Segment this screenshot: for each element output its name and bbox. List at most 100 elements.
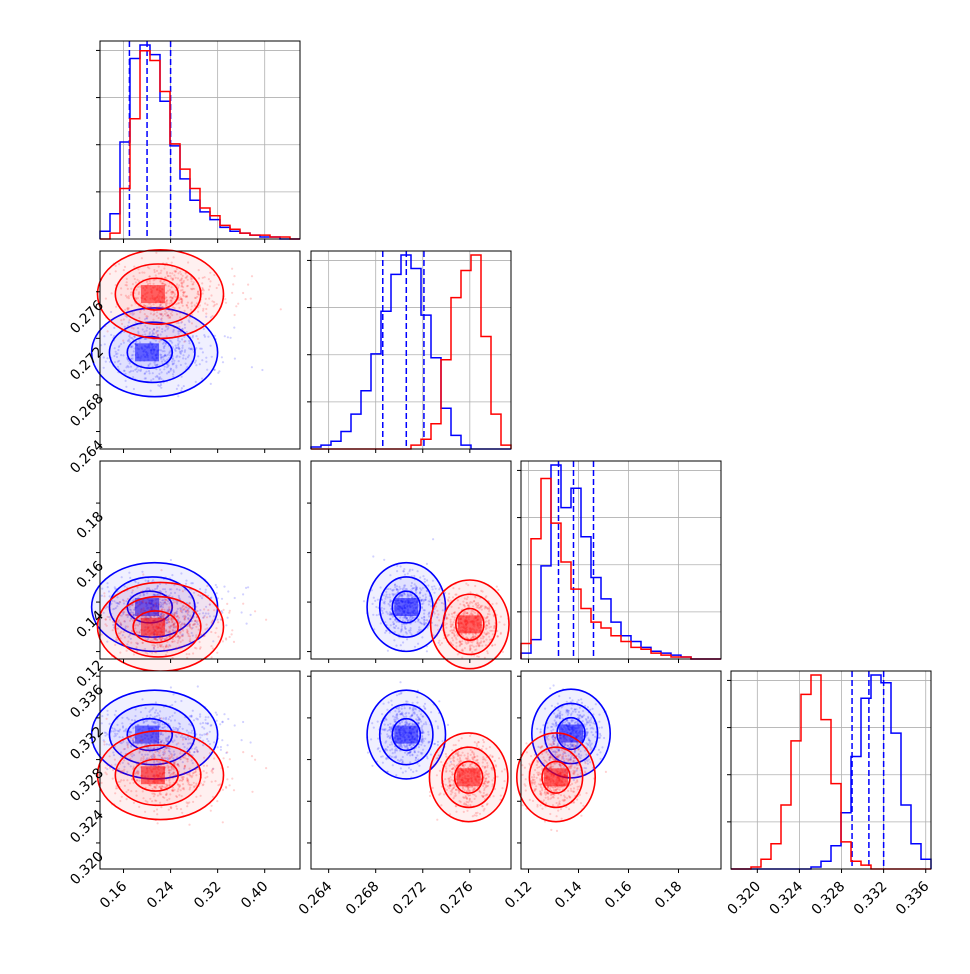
scatter-point	[197, 685, 199, 687]
scatter-point	[226, 778, 228, 780]
scatter-point	[220, 749, 222, 751]
scatter-point	[158, 341, 160, 343]
scatter-point	[234, 314, 236, 316]
scatter-point	[251, 275, 253, 277]
scatter-point	[372, 555, 374, 557]
scatter-point	[218, 370, 220, 372]
scatter-point	[221, 356, 223, 358]
scatter-point	[242, 721, 244, 723]
scatter-point	[363, 600, 365, 602]
scatter-point	[231, 633, 233, 635]
scatter-point	[142, 573, 144, 575]
scatter-point	[226, 751, 228, 753]
scatter-point	[225, 302, 227, 304]
panel-2-2	[517, 461, 721, 663]
scatter-point	[242, 593, 244, 595]
scatter-point	[227, 718, 229, 720]
scatter-point	[247, 586, 249, 588]
scatter-point	[426, 563, 428, 565]
scatter-point	[216, 714, 218, 716]
scatter-point	[220, 746, 222, 748]
panel-2-1	[307, 461, 511, 669]
scatter-point	[221, 598, 223, 600]
scatter-point	[245, 587, 247, 589]
scatter-point	[103, 741, 105, 743]
scatter-point	[496, 586, 498, 588]
scatter-point	[206, 585, 208, 587]
scatter-point	[227, 617, 229, 619]
scatter-point	[106, 718, 108, 720]
scatter-point	[183, 341, 185, 343]
scatter-point	[387, 650, 389, 652]
scatter-point	[439, 587, 441, 589]
scatter-point	[234, 724, 236, 726]
x-tick-label: 0.24	[144, 878, 177, 911]
scatter-point	[122, 340, 124, 342]
scatter-point	[107, 330, 109, 332]
scatter-point	[227, 590, 229, 592]
panel-1-1	[307, 251, 511, 453]
scatter-point	[234, 597, 236, 599]
scatter-point	[222, 361, 224, 363]
scatter-point	[242, 603, 244, 605]
scatter-point	[229, 636, 231, 638]
scatter-point	[221, 739, 223, 741]
x-tick-label: 0.40	[238, 879, 271, 912]
scatter-point	[225, 624, 227, 626]
scatter-point	[206, 733, 208, 735]
scatter-point	[251, 791, 253, 793]
scatter-point	[280, 308, 282, 310]
scatter-point	[177, 395, 179, 397]
scatter-point	[223, 586, 225, 588]
scatter-point	[235, 305, 237, 307]
scatter-point	[216, 586, 218, 588]
scatter-point	[428, 620, 430, 622]
scatter-point	[229, 758, 231, 760]
scatter-point	[436, 819, 438, 821]
scatter-point	[232, 283, 234, 285]
scatter-point	[229, 784, 231, 786]
scatter-point	[438, 700, 440, 702]
scatter-point	[216, 652, 218, 654]
scatter-point	[222, 821, 224, 823]
scatter-point	[247, 284, 249, 286]
panel-2-0: 0.120.140.160.18	[74, 461, 300, 691]
scatter-point	[250, 741, 252, 743]
x-tick-label: 0.32	[191, 879, 224, 912]
scatter-point	[432, 538, 434, 540]
scatter-point	[237, 303, 239, 305]
scatter-point	[188, 824, 190, 826]
contour-level-2	[431, 580, 509, 669]
scatter-point	[211, 656, 213, 658]
scatter-point	[497, 589, 499, 591]
scatter-point	[103, 592, 105, 594]
scatter-point	[225, 786, 227, 788]
scatter-point	[231, 629, 233, 631]
scatter-point	[231, 778, 233, 780]
scatter-point	[231, 268, 233, 270]
scatter-point	[251, 366, 253, 368]
scatter-point	[215, 584, 217, 586]
scatter-point	[217, 746, 219, 748]
scatter-point	[160, 569, 162, 571]
scatter-point	[246, 623, 248, 625]
scatter-point	[242, 751, 244, 753]
scatter-point	[227, 744, 229, 746]
scatter-point	[261, 369, 263, 371]
scatter-point	[170, 686, 172, 688]
scatter-point	[222, 789, 224, 791]
scatter-point	[215, 712, 217, 714]
panel-0-0	[96, 41, 300, 243]
scatter-point	[216, 720, 218, 722]
scatter-point	[197, 338, 199, 340]
scatter-point	[216, 800, 218, 802]
contour-level-2	[98, 731, 224, 820]
scatter-point	[250, 298, 252, 300]
scatter-point	[104, 325, 106, 327]
scatter-point	[254, 610, 256, 612]
scatter-point	[210, 383, 212, 385]
scatter-point	[250, 614, 252, 616]
scatter-point	[211, 805, 213, 807]
